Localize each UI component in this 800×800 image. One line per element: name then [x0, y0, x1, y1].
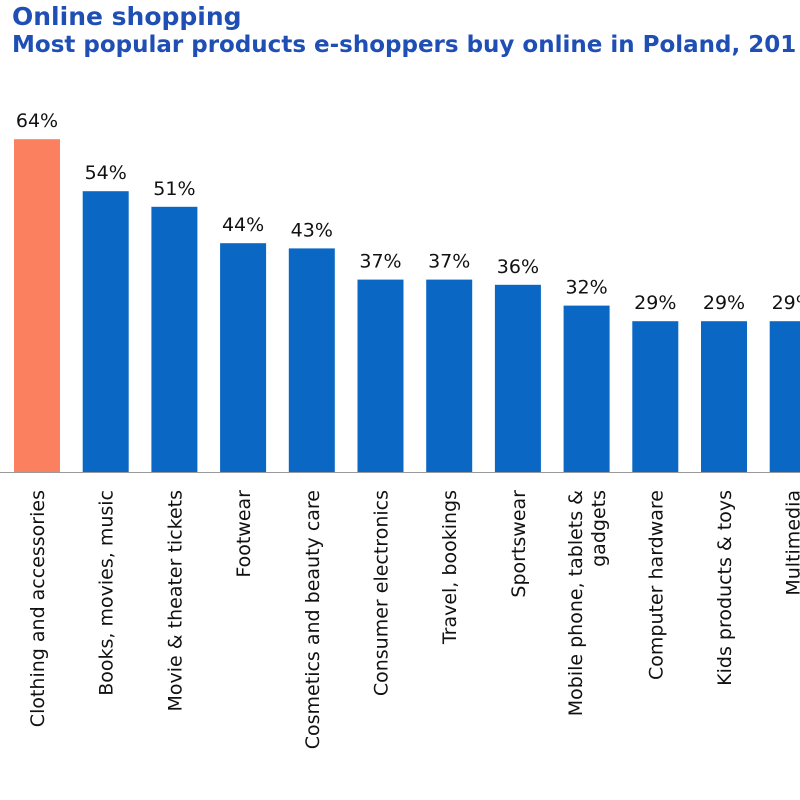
- value-label: 36%: [497, 256, 539, 278]
- category-label: Sportswear: [508, 490, 530, 598]
- category-label-line: Travel, bookings: [439, 490, 461, 645]
- category-label-line: Computer hardware: [645, 490, 667, 680]
- value-label: 29%: [634, 292, 676, 314]
- category-label: Movie & theater tickets: [164, 490, 186, 711]
- category-label: Clothing and accessories: [27, 490, 49, 727]
- bar: [769, 321, 800, 472]
- category-label-line: Multimedia: [783, 490, 800, 596]
- category-label-line: Movie & theater tickets: [164, 490, 186, 711]
- bar: [151, 206, 198, 473]
- category-label: Books, movies, music: [96, 490, 118, 696]
- bar: [14, 139, 60, 472]
- category-label: Multimedia: [783, 490, 800, 596]
- bar: [357, 279, 404, 472]
- value-label: 51%: [153, 178, 195, 200]
- value-label: 37%: [428, 251, 470, 273]
- category-label: Computer hardware: [645, 490, 667, 680]
- category-label-line: Books, movies, music: [96, 490, 118, 696]
- value-label: 29%: [703, 292, 745, 314]
- value-label: 54%: [85, 162, 127, 184]
- value-label: 32%: [565, 277, 607, 299]
- category-label: Footwear: [233, 490, 255, 578]
- category-labels-layer: Clothing and accessories Books, movies, m…: [27, 490, 800, 749]
- bar: [632, 321, 679, 472]
- value-labels-layer: 64% 54% 51% 44% 43% 37% 37% 36% 32% 29% 29% 29%: [16, 110, 800, 314]
- bar: [288, 248, 335, 472]
- category-label-line: Mobile phone, tablets &: [565, 490, 587, 716]
- value-label: 44%: [222, 214, 264, 236]
- category-label: Cosmetics and beauty care: [302, 490, 324, 749]
- category-label: Mobile phone, tablets & gadgets: [565, 490, 610, 716]
- chart-title: Online shopping: [12, 2, 242, 31]
- bar: [494, 284, 541, 472]
- bars-layer: [14, 139, 800, 473]
- category-label: Travel, bookings: [439, 490, 461, 645]
- value-label: 29%: [772, 292, 800, 314]
- bar: [701, 321, 747, 472]
- category-label: Kids products & toys: [714, 490, 736, 686]
- bar: [563, 305, 610, 472]
- chart-subtitle: Most popular products e-shoppers buy onl…: [12, 32, 797, 58]
- category-label-line: Cosmetics and beauty care: [302, 490, 324, 749]
- value-label: 43%: [291, 219, 333, 241]
- bar: [220, 243, 267, 472]
- bar: [82, 191, 129, 472]
- category-label-line: Kids products & toys: [714, 490, 736, 686]
- category-label-line: gadgets: [588, 490, 610, 567]
- category-label-line: Clothing and accessories: [27, 490, 49, 727]
- bar: [426, 279, 473, 472]
- category-label-line: Footwear: [233, 490, 255, 578]
- value-label: 64%: [16, 110, 58, 132]
- value-label: 37%: [359, 251, 401, 273]
- category-label-line: Sportswear: [508, 490, 530, 598]
- category-label: Consumer electronics: [371, 490, 393, 696]
- category-label-line: Consumer electronics: [371, 490, 393, 696]
